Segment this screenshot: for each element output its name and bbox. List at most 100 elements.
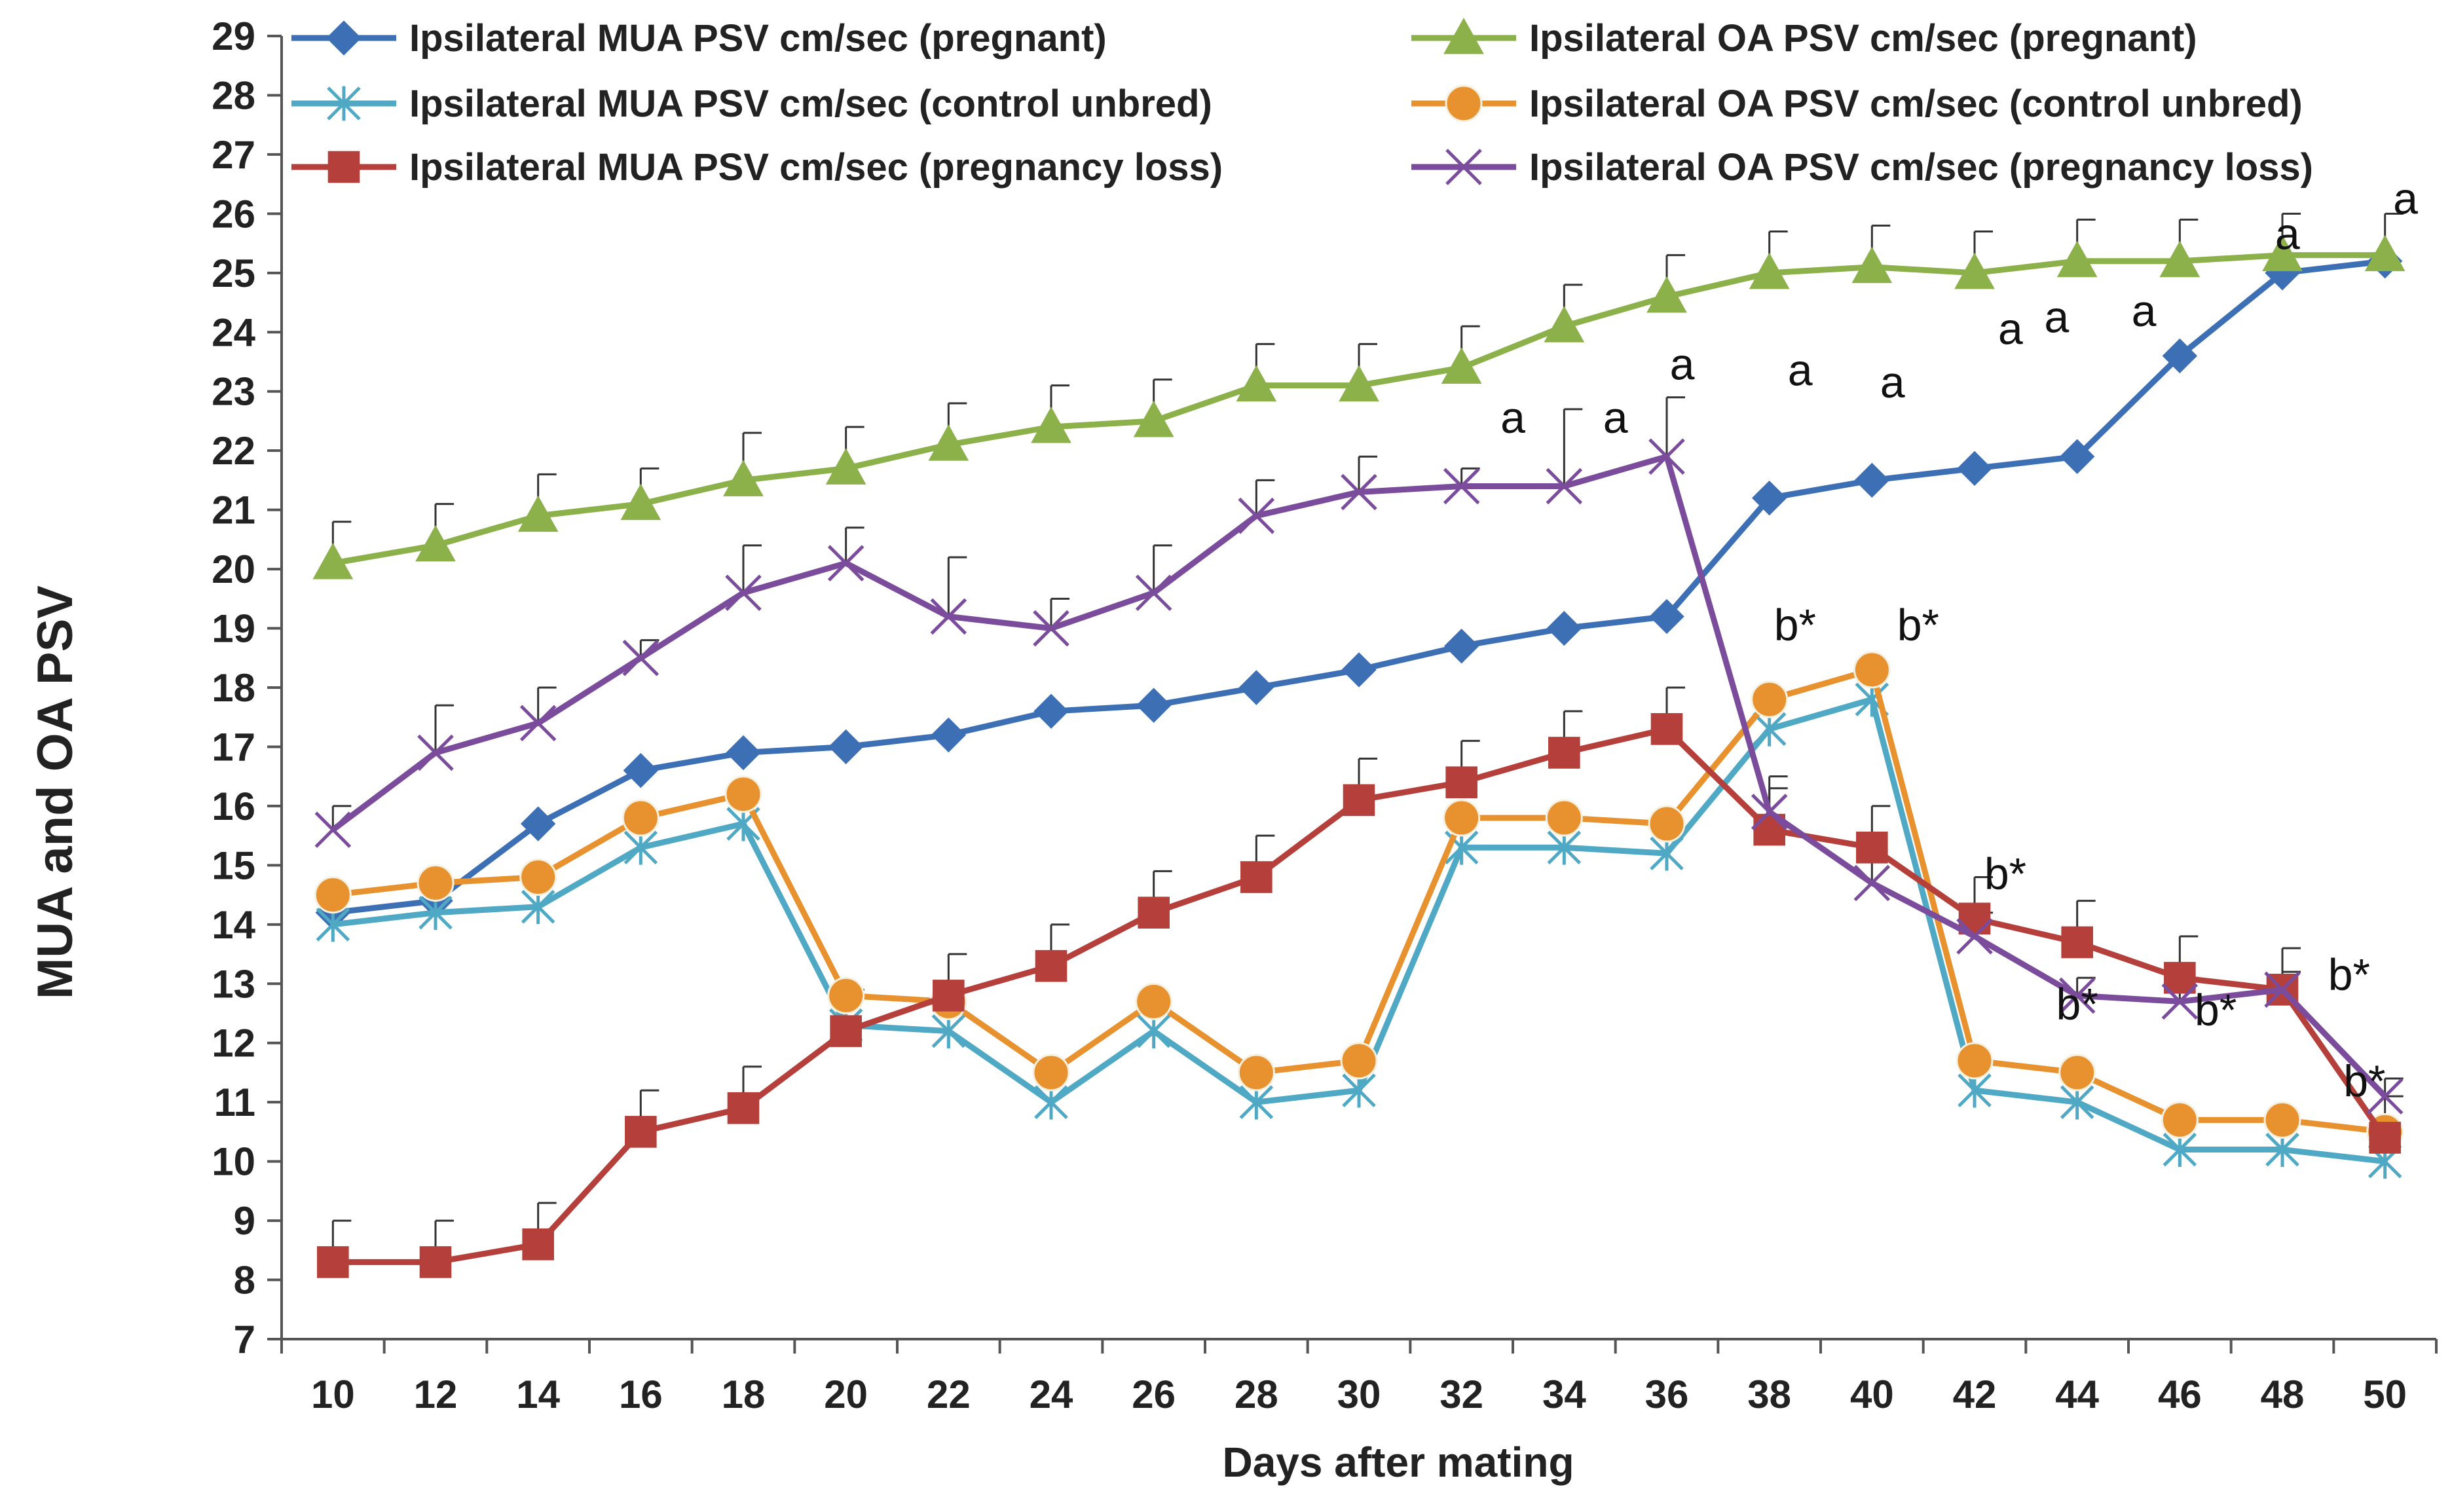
y-tick-label: 8 xyxy=(234,1259,255,1302)
data-point xyxy=(1648,805,1686,843)
data-point xyxy=(2264,971,2301,1008)
data-point xyxy=(1546,610,1582,646)
significance-label: a xyxy=(1998,304,2023,354)
data-point xyxy=(727,1092,760,1124)
data-point xyxy=(1236,365,1277,402)
x-tick-label: 24 xyxy=(1030,1373,1073,1416)
significance-label: b* xyxy=(2056,980,2098,1029)
data-point xyxy=(317,1246,349,1278)
data-point xyxy=(830,1015,862,1047)
data-point xyxy=(1646,276,1687,313)
data-point xyxy=(1856,831,1888,864)
data-point xyxy=(1649,599,1684,635)
y-tick-label: 17 xyxy=(212,725,255,769)
data-point xyxy=(724,775,762,813)
data-point xyxy=(2056,240,2098,278)
x-tick-label: 16 xyxy=(619,1373,663,1416)
data-point xyxy=(1031,406,1071,443)
data-point xyxy=(2059,439,2095,474)
data-point xyxy=(1238,670,1274,705)
series-1 xyxy=(315,244,2403,931)
y-tick-label: 29 xyxy=(212,14,255,58)
x-tick-label: 26 xyxy=(1132,1373,1176,1416)
data-point xyxy=(622,640,659,676)
data-point xyxy=(827,545,864,581)
data-point xyxy=(1443,468,1480,505)
significance-label: b* xyxy=(2195,986,2237,1035)
data-point xyxy=(2366,1078,2404,1115)
legend-entry: Ipsilateral MUA PSV cm/sec (pregnancy lo… xyxy=(291,146,1223,189)
data-point xyxy=(1135,982,1173,1020)
x-tick-label: 10 xyxy=(311,1373,355,1416)
data-point xyxy=(622,799,659,837)
data-point xyxy=(1133,400,1174,437)
significance-label: b* xyxy=(2328,950,2370,999)
data-point xyxy=(2364,234,2406,272)
data-point xyxy=(1138,896,1170,929)
data-point xyxy=(1544,306,1585,342)
data-point xyxy=(417,864,455,902)
significance-label: a xyxy=(2044,292,2069,342)
data-point xyxy=(1749,252,1790,289)
y-tick-label: 27 xyxy=(212,133,255,177)
data-point xyxy=(930,598,967,635)
legend-label: Ipsilateral OA PSV cm/sec (control unbre… xyxy=(1529,83,2303,125)
series-layer xyxy=(312,234,2406,1278)
y-tick-label: 11 xyxy=(214,1080,255,1124)
y-tick-label: 9 xyxy=(234,1199,255,1243)
data-point xyxy=(1445,766,1477,799)
series-2 xyxy=(312,234,2406,580)
y-tick-label: 7 xyxy=(234,1318,255,1361)
legend-label: Ipsilateral OA PSV cm/sec (pregnancy los… xyxy=(1529,146,2313,189)
data-point xyxy=(1237,1054,1275,1092)
x-tick-label: 12 xyxy=(414,1373,458,1416)
x-tick-label: 48 xyxy=(2261,1373,2305,1416)
legend-label: Ipsilateral OA PSV cm/sec (pregnant) xyxy=(1529,17,2197,60)
x-tick-label: 38 xyxy=(1747,1373,1791,1416)
data-point xyxy=(1033,693,1069,729)
data-point xyxy=(1548,737,1580,769)
data-point xyxy=(417,734,454,771)
data-point xyxy=(1956,1042,1994,1080)
data-point xyxy=(1443,17,1484,54)
y-tick-label: 14 xyxy=(212,903,255,947)
data-point xyxy=(1853,651,1891,689)
significance-label: a xyxy=(1670,340,1695,390)
y-tick-label: 12 xyxy=(212,1022,255,1065)
y-tick-label: 28 xyxy=(212,73,255,117)
x-tick-label: 14 xyxy=(516,1373,560,1416)
data-point xyxy=(517,495,559,532)
x-tick-label: 28 xyxy=(1235,1373,1278,1416)
x-tick-label: 34 xyxy=(1542,1373,1586,1416)
data-point xyxy=(933,980,965,1012)
data-point xyxy=(1957,451,1992,487)
data-point xyxy=(1853,864,1891,902)
legend-entry: Ipsilateral OA PSV cm/sec (pregnancy los… xyxy=(1411,146,2313,189)
data-point xyxy=(2058,977,2096,1014)
data-point xyxy=(828,729,864,765)
data-point xyxy=(1956,918,1993,955)
data-point xyxy=(623,752,659,788)
y-tick-label: 18 xyxy=(212,666,255,710)
y-tick-label: 24 xyxy=(212,310,255,354)
series-4 xyxy=(314,651,2404,1151)
data-point xyxy=(1136,688,1172,723)
significance-label: a xyxy=(2275,210,2300,259)
data-point xyxy=(726,735,761,771)
significance-label: a xyxy=(1603,393,1628,443)
error-bars-layer xyxy=(331,212,2404,1263)
y-tick-label: 26 xyxy=(212,192,255,236)
significance-label: a xyxy=(2132,286,2157,336)
data-point xyxy=(1343,784,1375,817)
data-point xyxy=(1751,794,1788,830)
data-point xyxy=(2164,961,2196,994)
data-point xyxy=(825,448,866,485)
data-point xyxy=(1238,497,1275,534)
data-point xyxy=(1751,480,1787,516)
data-point xyxy=(519,705,557,742)
data-point xyxy=(327,151,360,183)
data-point xyxy=(1445,149,1482,185)
y-tick-label: 21 xyxy=(212,489,255,532)
